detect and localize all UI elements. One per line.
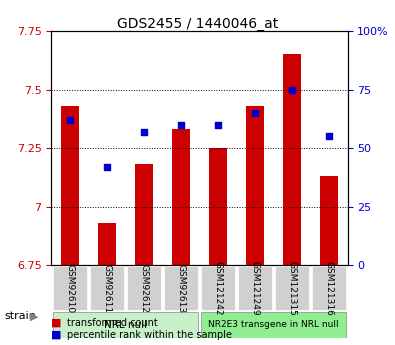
Text: GSM121315: GSM121315 <box>288 261 297 316</box>
Point <box>104 164 110 169</box>
Text: GDS2455 / 1440046_at: GDS2455 / 1440046_at <box>117 17 278 31</box>
FancyBboxPatch shape <box>90 266 124 310</box>
Bar <box>135 165 153 265</box>
FancyBboxPatch shape <box>127 266 161 310</box>
Text: ■: ■ <box>51 318 62 328</box>
FancyBboxPatch shape <box>312 266 346 310</box>
Text: percentile rank within the sample: percentile rank within the sample <box>67 330 232 340</box>
Bar <box>320 176 339 265</box>
Text: transformed count: transformed count <box>67 318 158 328</box>
Bar <box>246 106 264 265</box>
FancyBboxPatch shape <box>201 312 346 338</box>
Point <box>215 122 221 127</box>
Text: NR2E3 transgene in NRL null: NR2E3 transgene in NRL null <box>208 321 339 329</box>
Bar <box>60 106 79 265</box>
Text: ▶: ▶ <box>30 312 38 322</box>
Bar <box>172 129 190 265</box>
Text: GSM121316: GSM121316 <box>325 261 334 316</box>
Point <box>289 87 295 92</box>
FancyBboxPatch shape <box>164 266 198 310</box>
Point <box>326 134 332 139</box>
Bar <box>98 223 116 265</box>
Text: GSM92613: GSM92613 <box>177 264 186 313</box>
Text: GSM121249: GSM121249 <box>250 261 260 316</box>
Text: GSM121242: GSM121242 <box>213 261 222 316</box>
Text: GSM92610: GSM92610 <box>65 264 74 313</box>
Text: strain: strain <box>4 311 36 321</box>
FancyBboxPatch shape <box>275 266 309 310</box>
FancyBboxPatch shape <box>53 312 198 338</box>
Text: ■: ■ <box>51 330 62 340</box>
FancyBboxPatch shape <box>201 266 235 310</box>
Text: NRL null: NRL null <box>104 320 147 330</box>
Point <box>178 122 184 127</box>
FancyBboxPatch shape <box>53 266 87 310</box>
Point <box>67 117 73 123</box>
Bar <box>283 55 301 265</box>
FancyBboxPatch shape <box>238 266 272 310</box>
Point <box>141 129 147 135</box>
Point <box>252 110 258 116</box>
Text: GSM92612: GSM92612 <box>139 264 149 313</box>
Text: GSM92611: GSM92611 <box>102 264 111 313</box>
Bar <box>209 148 227 265</box>
